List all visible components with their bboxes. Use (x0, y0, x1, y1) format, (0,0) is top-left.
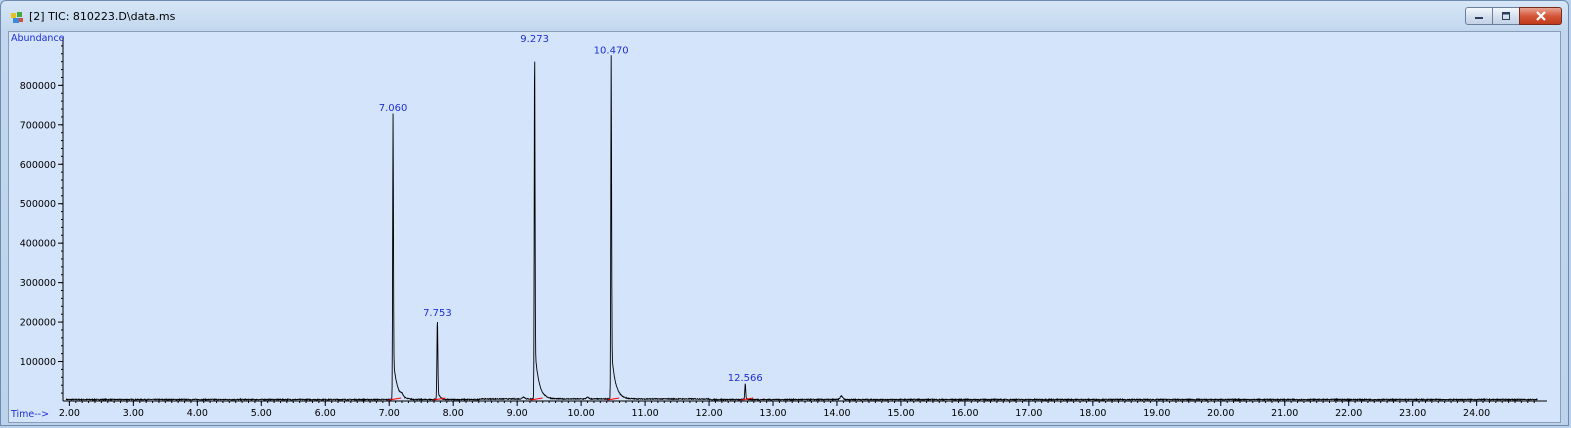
x-tick-label: 3.00 (123, 408, 144, 419)
peak-labels: 7.060 7.753 9.273 10.470 12.566 (379, 34, 763, 401)
peak-baseline-mark (741, 397, 754, 401)
peak-label: 7.753 (423, 308, 452, 319)
window-title: [2] TIC: 810223.D\data.ms (29, 10, 176, 23)
peak-label: 9.273 (520, 34, 549, 45)
close-icon (1535, 11, 1546, 21)
x-tick-label: 21.00 (1271, 408, 1298, 419)
y-tick-label: 800000 (20, 81, 56, 92)
y-tick-label: 500000 (20, 199, 56, 210)
tic-trace (65, 55, 1538, 402)
x-tick-label: 9.00 (507, 408, 528, 419)
x-tick-label: 12.00 (695, 408, 722, 419)
x-axis-label: Time--> (10, 409, 49, 420)
peak-baseline-mark (388, 397, 402, 401)
y-axis-label: Abundance (11, 33, 65, 44)
maximize-button[interactable] (1492, 7, 1520, 25)
peak-baseline-mark (433, 397, 446, 401)
y-tick-label: 400000 (20, 239, 56, 250)
x-tick-label: 17.00 (1015, 408, 1042, 419)
x-tick-label: 4.00 (187, 408, 208, 419)
y-tick-label: 200000 (20, 318, 56, 329)
chromatogram-chart: 100000 200000 300000 400000 500000 600000 7000… (10, 33, 1547, 420)
x-tick-label: 23.00 (1399, 408, 1426, 419)
peak-baseline-mark (607, 397, 620, 401)
app-icon (11, 12, 23, 23)
y-tick-label: 100000 (20, 357, 56, 368)
x-tick-label: 22.00 (1335, 408, 1362, 419)
x-tick-label: 15.00 (887, 408, 914, 419)
x-tick-label: 24.00 (1463, 408, 1490, 419)
tic-trace-line (65, 55, 1538, 402)
chromatogram-plot[interactable]: 100000 200000 300000 400000 500000 600000 7000… (8, 31, 1561, 423)
x-tick-label: 10.00 (568, 408, 595, 419)
x-tick-label: 14.00 (823, 408, 850, 419)
x-tick-label: 2.00 (59, 408, 80, 419)
peak-baseline-mark (530, 397, 543, 401)
x-axis: 2.00 3.00 4.00 5.00 6.00 7.00 8.00 9.00 10.00 11.… (59, 400, 1547, 419)
x-tick-label: 5.00 (251, 408, 272, 419)
minimize-icon (1475, 17, 1483, 19)
peak-label: 10.470 (594, 46, 629, 57)
x-tick-label: 16.00 (951, 408, 978, 419)
peak-label: 7.060 (379, 103, 408, 114)
x-tick-label: 7.00 (379, 408, 400, 419)
x-tick-label: 6.00 (315, 408, 336, 419)
maximize-icon (1502, 12, 1510, 20)
y-tick-label: 600000 (20, 160, 56, 171)
y-tick-label: 700000 (20, 120, 56, 131)
x-tick-label: 18.00 (1079, 408, 1106, 419)
close-button[interactable] (1519, 7, 1562, 25)
x-tick-label: 20.00 (1207, 408, 1234, 419)
x-tick-label: 19.00 (1143, 408, 1170, 419)
y-axis: 100000 200000 300000 400000 500000 600000 7000… (20, 38, 64, 401)
x-tick-label: 13.00 (759, 408, 786, 419)
minimize-button[interactable] (1465, 7, 1493, 25)
caption-buttons (1465, 7, 1562, 26)
peak-label: 12.566 (728, 373, 763, 384)
x-tick-label: 11.00 (631, 408, 658, 419)
x-tick-label: 8.00 (443, 408, 464, 419)
title-bar[interactable]: [2] TIC: 810223.D\data.ms (1, 1, 1568, 31)
y-tick-label: 300000 (20, 278, 56, 289)
